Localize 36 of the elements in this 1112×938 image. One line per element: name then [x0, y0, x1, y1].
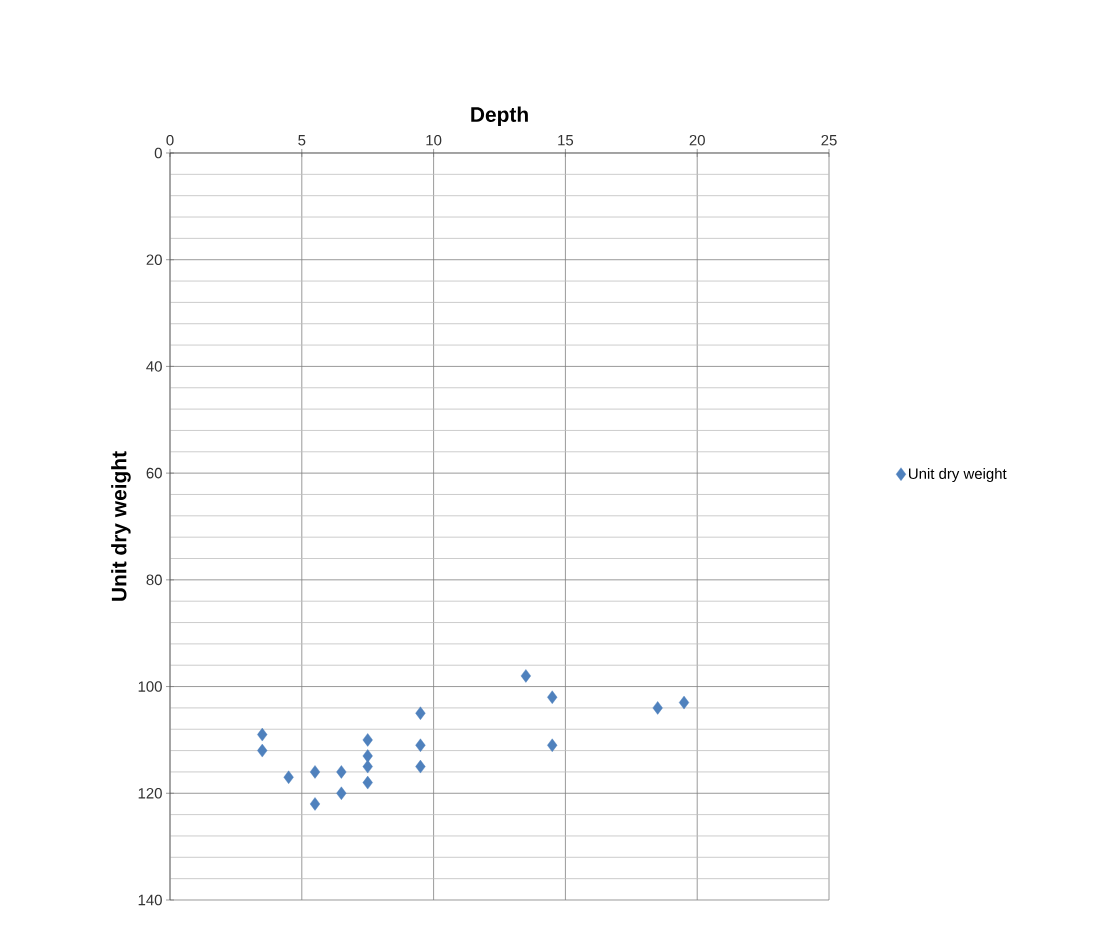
y-tick-label: 140 [138, 894, 162, 906]
y-tick-label: 80 [146, 574, 162, 586]
point [336, 765, 347, 779]
y-tick-label: 60 [146, 467, 162, 479]
point [362, 775, 373, 790]
x-tick-label: 25 [821, 134, 837, 146]
legend-label: Unit dry weight [909, 468, 1007, 482]
y-tick-label: 20 [146, 254, 162, 265]
point [283, 770, 294, 784]
y-tick-label: 40 [146, 361, 162, 372]
x-tick-label: 5 [298, 135, 306, 146]
point [547, 690, 558, 704]
point [678, 695, 690, 710]
point [415, 759, 426, 774]
y-axis-title: Unit dry weight [111, 451, 131, 601]
y-tick-label: 100 [138, 681, 162, 692]
y-tick-label: 120 [138, 787, 162, 799]
point [257, 743, 268, 758]
point [336, 786, 347, 800]
point [652, 701, 663, 715]
point [362, 733, 373, 747]
point [547, 738, 558, 752]
x-tick-label: 15 [558, 135, 574, 146]
y-tick-label: 0 [154, 147, 162, 159]
x-tick-label: 0 [166, 134, 174, 146]
point [415, 738, 426, 752]
x-tick-label: 20 [689, 134, 705, 146]
point [362, 749, 373, 763]
point [309, 797, 321, 811]
point [415, 706, 426, 720]
point [362, 759, 373, 774]
x-axis-title: Depth [471, 106, 528, 127]
x-tick-label: 10 [426, 134, 442, 146]
point [309, 765, 321, 779]
point [257, 727, 268, 742]
point [520, 669, 531, 683]
